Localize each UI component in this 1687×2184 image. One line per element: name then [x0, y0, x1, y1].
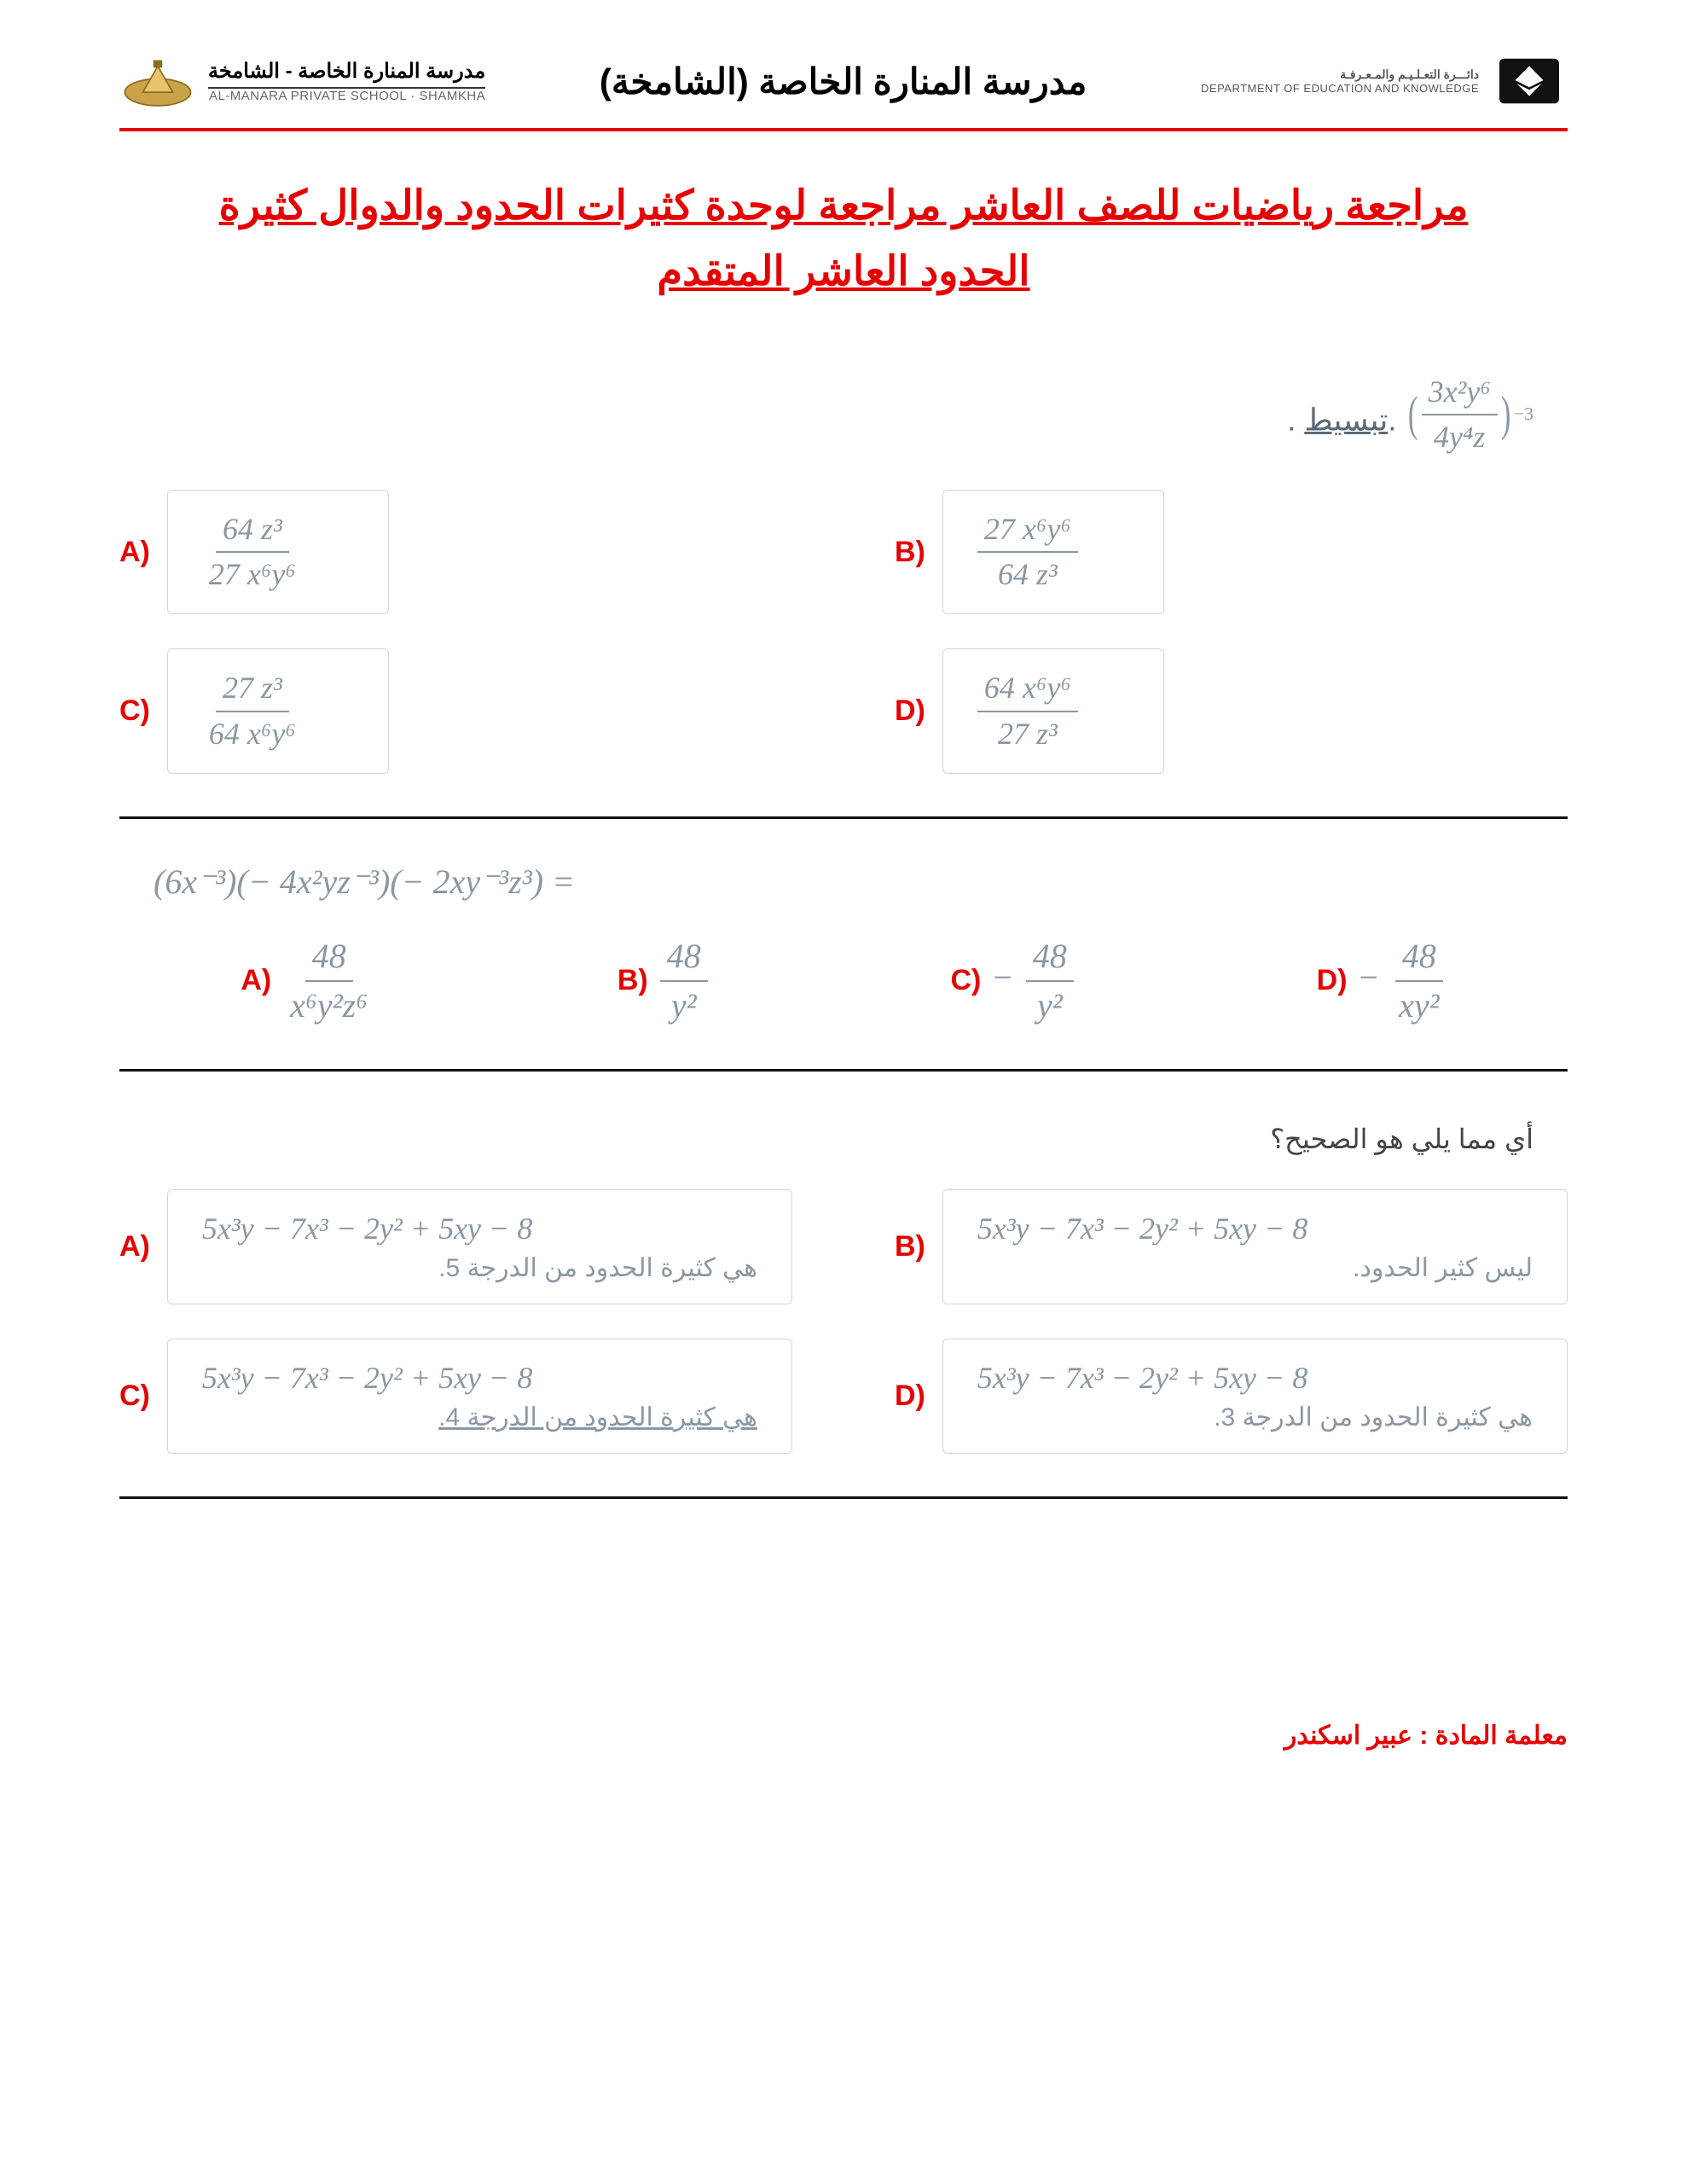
center-title: مدرسة المنارة الخاصة (الشامخة): [600, 61, 1087, 102]
q3-option-d[interactable]: D) 5x³y − 7x³ − 2y² + 5xy − 8 هي كثيرة ا…: [895, 1339, 1568, 1454]
dept-logo-icon: [1491, 51, 1568, 111]
teacher-footer: معلمة المادة : عبير اسكندر: [119, 1721, 1568, 1751]
q2-expression: (6x⁻³)(− 4x²yz⁻³)(− 2xy⁻³z³) =: [154, 862, 1568, 902]
q3-option-c[interactable]: C) 5x³y − 7x³ − 2y² + 5xy − 8 هي كثيرة ا…: [119, 1339, 792, 1454]
school-name-en: AL-MANARA PRIVATE SCHOOL · SHAMKHA: [208, 89, 485, 103]
q1-expression: ( 3x²y⁶ 4y⁴z )−3: [1405, 374, 1533, 456]
q1-prompt: ( 3x²y⁶ 4y⁴z )−3 .تبسيط .: [119, 374, 1568, 456]
school-name-ar: مدرسة المنارة الخاصة - الشامخة: [208, 59, 485, 89]
school-name: مدرسة المنارة الخاصة - الشامخة AL-MANARA…: [208, 59, 485, 103]
q2-option-a[interactable]: A) 48 x⁶y²z⁶: [241, 936, 374, 1026]
question-2: (6x⁻³)(− 4x²yz⁻³)(− 2xy⁻³z³) = A) 48 x⁶y…: [119, 862, 1568, 1026]
q1-option-c[interactable]: C) 27 z³ 64 x⁶y⁶: [119, 648, 792, 773]
q1-option-d[interactable]: D) 64 x⁶y⁶ 27 z³: [895, 648, 1568, 773]
dept-name-ar: دائـــرة التعـلـيـم والمـعـرفـة: [1201, 67, 1479, 82]
divider-1: [119, 816, 1568, 819]
title-line-1: مراجعة رياضيات للصف العاشر مراجعة لوحدة …: [219, 183, 1469, 229]
q1-option-a[interactable]: A) 64 z³ 27 x⁶y⁶: [119, 490, 792, 614]
q3-options: A) 5x³y − 7x³ − 2y² + 5xy − 8 هي كثيرة ا…: [119, 1189, 1568, 1454]
q3-option-a[interactable]: A) 5x³y − 7x³ − 2y² + 5xy − 8 هي كثيرة ا…: [119, 1189, 792, 1304]
q2-options: A) 48 x⁶y²z⁶ B) 48 y² C) − 48: [119, 936, 1568, 1026]
q3-prompt: أي مما يلي هو الصحيح؟: [119, 1123, 1533, 1155]
q1-option-b[interactable]: B) 27 x⁶y⁶ 64 z³: [895, 490, 1568, 614]
dept-branding: دائـــرة التعـلـيـم والمـعـرفـة DEPARTME…: [1201, 51, 1568, 111]
worksheet-title: مراجعة رياضيات للصف العاشر مراجعة لوحدة …: [119, 174, 1568, 305]
q1-prompt-word: تبسيط: [1304, 402, 1388, 437]
q1-base-den: 4y⁴z: [1427, 415, 1493, 456]
divider-2: [119, 1069, 1568, 1072]
dept-name: دائـــرة التعـلـيـم والمـعـرفـة DEPARTME…: [1201, 67, 1479, 95]
option-label-d: D): [895, 694, 925, 728]
school-logo-icon: [119, 51, 196, 111]
q2-option-d[interactable]: D) − 48 xy²: [1317, 936, 1446, 1026]
q3-option-b[interactable]: B) 5x³y − 7x³ − 2y² + 5xy − 8 ليس كثير ا…: [895, 1189, 1568, 1304]
option-label-c: C): [119, 694, 150, 728]
page-header: مدرسة المنارة الخاصة - الشامخة AL-MANARA…: [119, 51, 1568, 131]
question-1: ( 3x²y⁶ 4y⁴z )−3 .تبسيط . A) 64 z³ 27 x⁶…: [119, 374, 1568, 774]
question-3: أي مما يلي هو الصحيح؟ A) 5x³y − 7x³ − 2y…: [119, 1123, 1568, 1454]
title-line-2: الحدود العاشر المتقدم: [657, 249, 1029, 294]
q1-base-num: 3x²y⁶: [1422, 374, 1498, 415]
school-branding: مدرسة المنارة الخاصة - الشامخة AL-MANARA…: [119, 51, 485, 111]
option-label-b: B): [895, 536, 925, 569]
q2-option-c[interactable]: C) − 48 y²: [950, 936, 1073, 1026]
q1-options: A) 64 z³ 27 x⁶y⁶ B) 27 x⁶y⁶ 64 z³ C) 2: [119, 490, 1568, 774]
q2-option-b[interactable]: B) 48 y²: [617, 936, 708, 1026]
dept-name-en: DEPARTMENT OF EDUCATION AND KNOWLEDGE: [1201, 82, 1479, 95]
divider-3: [119, 1496, 1568, 1499]
option-label-a: A): [119, 536, 150, 569]
q1-exponent: −3: [1514, 404, 1533, 425]
